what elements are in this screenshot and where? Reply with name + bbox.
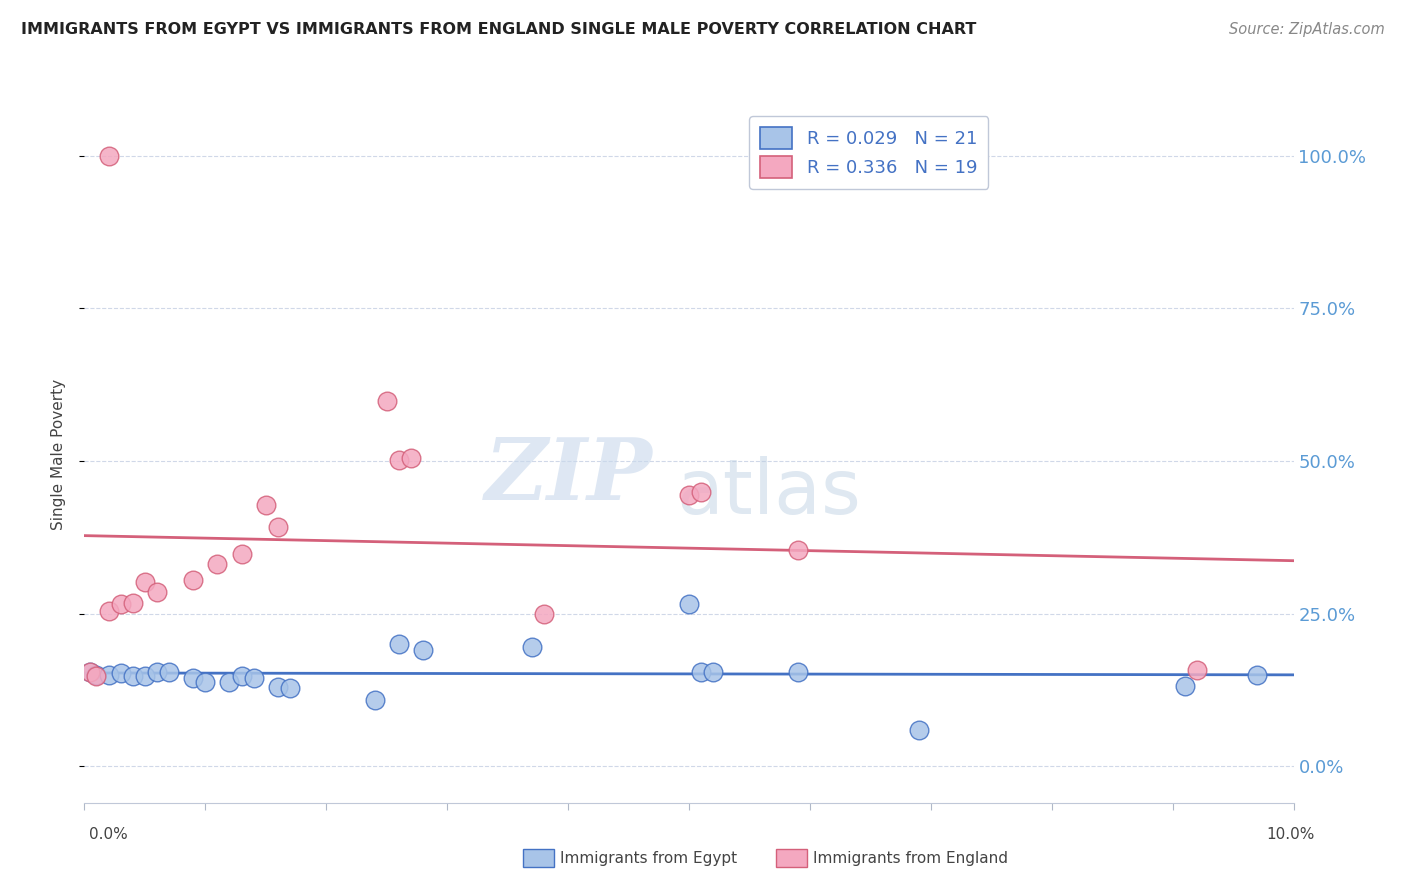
Point: [79, 665, 101, 679]
Point: [110, 666, 132, 681]
Point: [267, 520, 290, 534]
Point: [254, 498, 277, 512]
Point: [363, 693, 385, 707]
Point: [702, 665, 724, 679]
Point: [786, 665, 808, 679]
Legend: R = 0.029   N = 21, R = 0.336   N = 19: R = 0.029 N = 21, R = 0.336 N = 19: [749, 116, 988, 189]
Point: [242, 671, 264, 685]
Point: [134, 574, 156, 589]
Point: [181, 671, 204, 685]
Text: ZIP: ZIP: [485, 434, 652, 517]
Point: [375, 394, 398, 409]
Point: [388, 452, 411, 467]
Point: [218, 675, 240, 690]
Text: atlas: atlas: [676, 456, 862, 530]
Point: [121, 596, 143, 610]
Point: [267, 680, 290, 694]
Point: [97, 667, 120, 681]
Point: [157, 665, 180, 679]
Point: [1185, 663, 1208, 677]
Point: [97, 603, 120, 617]
Point: [134, 669, 156, 683]
Point: [194, 675, 217, 690]
Point: [690, 484, 713, 499]
Point: [388, 637, 411, 651]
Point: [278, 681, 301, 695]
Point: [146, 585, 169, 599]
Point: [786, 542, 808, 557]
Point: [86, 669, 108, 683]
Point: [412, 643, 434, 657]
Point: [520, 640, 543, 655]
Text: Immigrants from Egypt: Immigrants from Egypt: [560, 851, 737, 865]
Text: Source: ZipAtlas.com: Source: ZipAtlas.com: [1229, 22, 1385, 37]
Point: [86, 667, 108, 681]
Text: Immigrants from England: Immigrants from England: [813, 851, 1008, 865]
Point: [181, 573, 204, 587]
Point: [907, 723, 929, 737]
Text: IMMIGRANTS FROM EGYPT VS IMMIGRANTS FROM ENGLAND SINGLE MALE POVERTY CORRELATION: IMMIGRANTS FROM EGYPT VS IMMIGRANTS FROM…: [21, 22, 976, 37]
Y-axis label: Single Male Poverty: Single Male Poverty: [51, 379, 66, 531]
Point: [121, 669, 143, 683]
Point: [231, 547, 253, 561]
Point: [1174, 679, 1197, 693]
Point: [678, 487, 700, 501]
Text: 0.0%: 0.0%: [89, 827, 128, 841]
Point: [231, 669, 253, 683]
Point: [678, 598, 700, 612]
Point: [110, 598, 132, 612]
Point: [207, 557, 229, 571]
Point: [1246, 667, 1268, 681]
Text: 10.0%: 10.0%: [1267, 827, 1315, 841]
Point: [533, 607, 555, 621]
Point: [690, 665, 713, 679]
Point: [146, 665, 169, 679]
Point: [79, 665, 101, 679]
Point: [97, 149, 120, 163]
Point: [399, 450, 422, 465]
